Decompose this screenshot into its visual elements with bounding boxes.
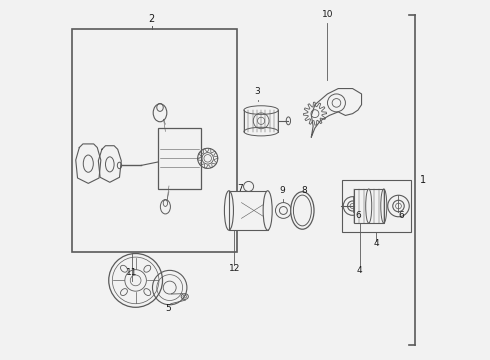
Ellipse shape	[291, 192, 314, 229]
Text: 7: 7	[237, 184, 243, 193]
Text: 11: 11	[126, 268, 138, 277]
Ellipse shape	[263, 191, 272, 230]
Bar	[72, 30, 237, 252]
Text: 3: 3	[255, 87, 260, 96]
Text: 6: 6	[398, 211, 404, 220]
Text: 4: 4	[357, 266, 363, 275]
Text: 12: 12	[228, 265, 240, 274]
Bar	[354, 189, 384, 223]
Text: 2: 2	[148, 14, 155, 24]
Text: 9: 9	[280, 185, 286, 194]
Text: 6: 6	[355, 211, 361, 220]
Bar	[229, 191, 268, 230]
Ellipse shape	[366, 189, 372, 223]
Text: 8: 8	[301, 185, 307, 194]
Text: 1: 1	[420, 175, 426, 185]
Bar	[158, 128, 201, 189]
Text: 10: 10	[322, 10, 333, 19]
Bar	[342, 180, 411, 232]
Text: 5: 5	[165, 304, 171, 313]
Text: 4: 4	[373, 239, 379, 248]
